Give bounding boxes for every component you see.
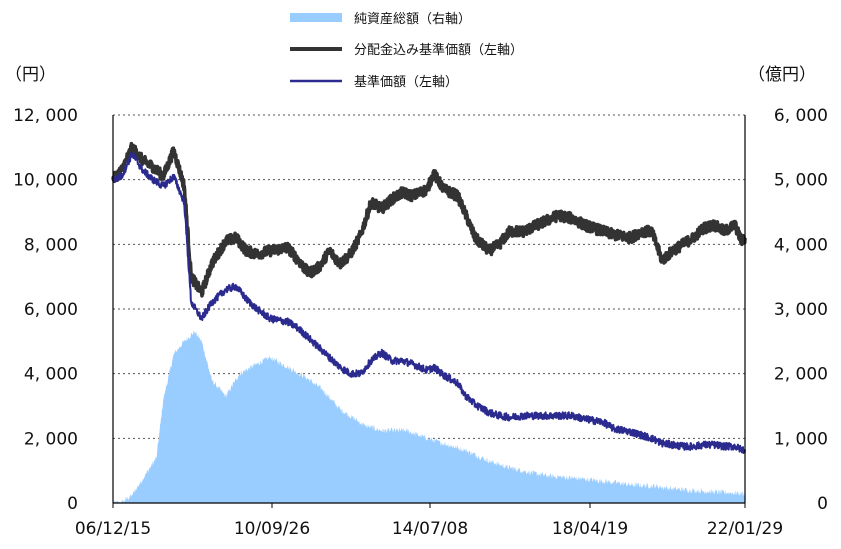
left-axis-unit: （円） — [5, 65, 56, 85]
y-left-tick-label: 10, 000 — [13, 171, 78, 191]
y-left-tick-label: 6, 000 — [24, 300, 78, 320]
y-right-tick-label: 1, 000 — [774, 429, 828, 449]
plot-area — [111, 141, 747, 503]
y-right-tick-label: 2, 000 — [774, 365, 828, 385]
x-tick-label: 10/09/26 — [234, 519, 310, 539]
legend-swatch-net-assets — [290, 13, 342, 22]
legend-label-nav-with-dividends: 分配金込み基準価額（左軸） — [354, 42, 523, 58]
series-line-nav-with-dividends — [111, 141, 747, 298]
axis-ticks: 0 2, 000 4, 000 6, 000 8, 000 10, 000 12, 000 0… — [13, 106, 828, 539]
y-right-tick-label: 4, 000 — [774, 235, 828, 255]
right-axis-unit: （億円） — [748, 65, 816, 85]
y-left-tick-label: 8, 000 — [24, 235, 78, 255]
series-area-net-assets — [113, 330, 745, 503]
y-right-tick-label: 0 — [817, 494, 828, 514]
legend: 純資産総額（右軸） 分配金込み基準価額（左軸） 基準価額（左軸） — [290, 11, 523, 90]
y-right-tick-label: 5, 000 — [774, 171, 828, 191]
x-tick-label: 06/12/15 — [75, 519, 151, 539]
y-left-tick-label: 0 — [67, 494, 78, 514]
y-right-tick-label: 3, 000 — [774, 300, 828, 320]
series-line-nav — [112, 152, 746, 454]
x-tick-label: 18/04/19 — [552, 519, 628, 539]
y-left-tick-label: 2, 000 — [24, 429, 78, 449]
y-left-tick-label: 4, 000 — [24, 365, 78, 385]
y-left-tick-label: 12, 000 — [13, 106, 78, 126]
legend-label-net-assets: 純資産総額（右軸） — [354, 11, 471, 27]
legend-label-nav: 基準価額（左軸） — [354, 74, 458, 90]
y-right-tick-label: 6, 000 — [774, 106, 828, 126]
x-tick-label: 14/07/08 — [392, 519, 468, 539]
x-tick-label: 22/01/29 — [707, 519, 783, 539]
